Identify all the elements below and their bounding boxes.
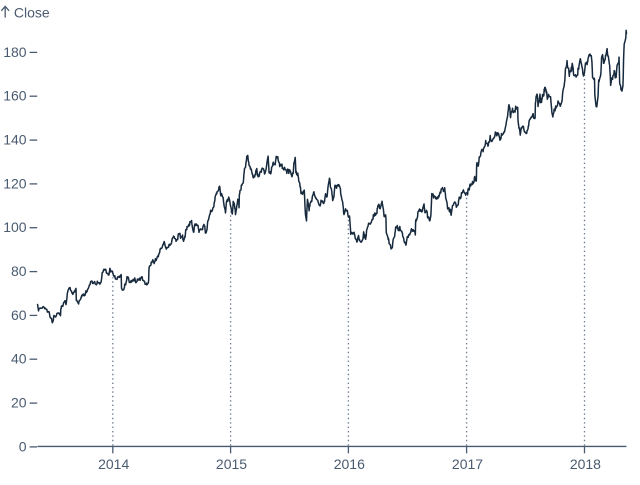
svg-text:40: 40 (11, 351, 27, 367)
svg-text:2014: 2014 (98, 456, 129, 472)
svg-text:60: 60 (11, 307, 27, 323)
svg-text:160: 160 (3, 88, 27, 104)
svg-text:Close: Close (14, 4, 50, 20)
svg-text:2015: 2015 (216, 456, 247, 472)
svg-text:140: 140 (3, 132, 27, 148)
svg-text:2016: 2016 (334, 456, 365, 472)
svg-text:2017: 2017 (452, 456, 483, 472)
svg-text:2018: 2018 (570, 456, 601, 472)
svg-text:100: 100 (3, 219, 27, 235)
svg-text:180: 180 (3, 44, 27, 60)
svg-text:0: 0 (19, 438, 27, 454)
svg-text:120: 120 (3, 175, 27, 191)
svg-text:80: 80 (11, 263, 27, 279)
svg-text:20: 20 (11, 395, 27, 411)
